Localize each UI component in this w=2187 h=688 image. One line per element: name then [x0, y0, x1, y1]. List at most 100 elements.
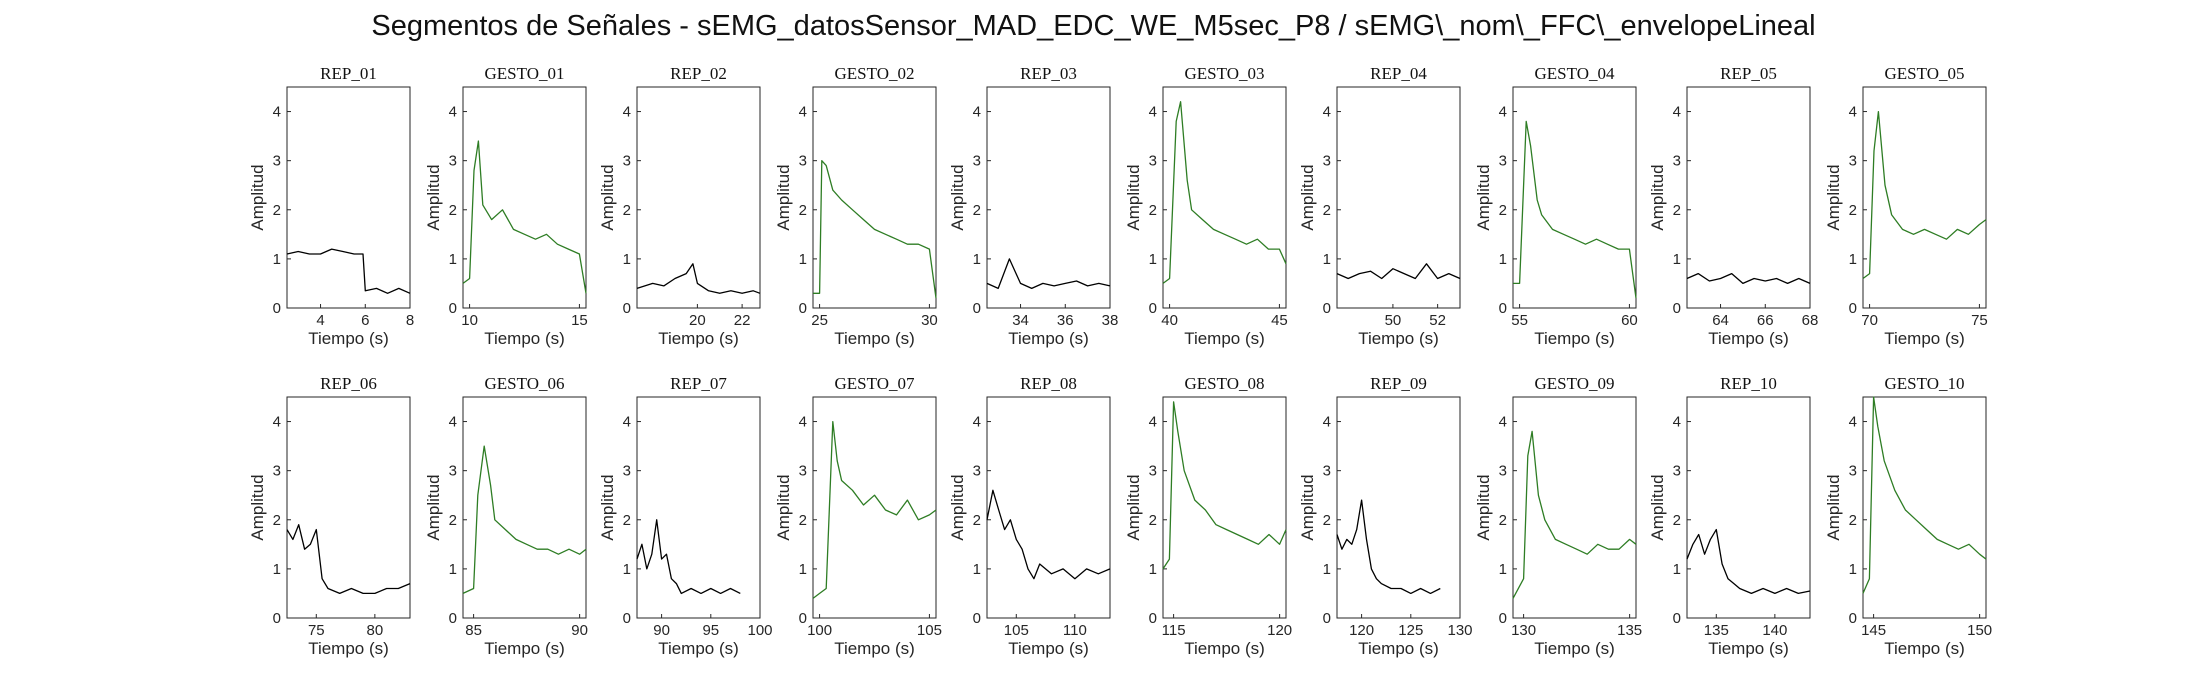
axes-box — [286, 86, 411, 309]
x-tick-label: 105 — [1004, 622, 1029, 639]
x-tick-label: 50 — [1385, 312, 1402, 329]
y-tick-label: 3 — [1849, 153, 1857, 170]
subplot-title: REP_06 — [320, 374, 377, 393]
y-tick-label: 3 — [623, 463, 631, 480]
x-tick-label: 4 — [316, 312, 324, 329]
x-tick-label: 34 — [1012, 312, 1029, 329]
signal-line — [636, 519, 741, 595]
axes-box — [1862, 396, 1987, 619]
subplot-title: GESTO_05 — [1885, 64, 1965, 83]
signal-line — [286, 524, 411, 595]
y-tick-label: 4 — [799, 104, 807, 121]
x-tick-label: 55 — [1511, 312, 1528, 329]
x-axis-label: Tiempo (s) — [1358, 329, 1439, 348]
axes-box — [462, 86, 587, 309]
axes-box — [1512, 396, 1637, 619]
y-tick-label: 2 — [1673, 202, 1681, 219]
subplot-gesto-03: GESTO_03 0 1 2 3 4 40 45 Tiempo (s) Amplitud — [1124, 64, 1288, 348]
y-axis-label: Amplitud — [1648, 474, 1667, 540]
y-tick-label: 3 — [1673, 463, 1681, 480]
axes-box — [986, 396, 1111, 619]
y-axis-label: Amplitud — [1824, 474, 1843, 540]
y-tick-label: 1 — [1499, 251, 1507, 268]
y-tick-label: 1 — [1149, 561, 1157, 578]
y-tick-label: 0 — [1149, 610, 1157, 627]
y-tick-label: 3 — [273, 153, 281, 170]
y-tick-label: 3 — [1323, 153, 1331, 170]
subplot-title: REP_02 — [670, 64, 727, 83]
y-tick-label: 0 — [449, 610, 457, 627]
y-tick-label: 0 — [1673, 300, 1681, 317]
y-axis-label: Amplitud — [1474, 474, 1493, 540]
y-tick-label: 0 — [449, 300, 457, 317]
y-tick-label: 2 — [973, 512, 981, 529]
y-axis-label: Amplitud — [948, 164, 967, 230]
x-axis-label: Tiempo (s) — [1008, 329, 1089, 348]
subplot-gesto-02: GESTO_02 0 1 2 3 4 25 30 Tiempo (s) Amplitud — [774, 64, 938, 348]
x-tick-label: 64 — [1712, 312, 1729, 329]
y-tick-label: 4 — [1323, 414, 1331, 431]
y-tick-label: 4 — [623, 414, 631, 431]
subplot-title: GESTO_02 — [835, 64, 915, 83]
y-tick-label: 3 — [799, 463, 807, 480]
signal-line — [1862, 396, 1987, 594]
signal-line — [462, 140, 587, 294]
y-tick-label: 4 — [1673, 414, 1681, 431]
axes-box — [1686, 86, 1811, 309]
signal-line — [462, 445, 587, 594]
signal-line — [636, 263, 761, 294]
x-tick-label: 40 — [1161, 312, 1178, 329]
y-tick-label: 3 — [1323, 463, 1331, 480]
y-tick-label: 1 — [799, 561, 807, 578]
x-tick-label: 10 — [461, 312, 478, 329]
signal-line — [1513, 120, 1637, 299]
signal-line — [1686, 272, 1811, 285]
y-axis-label: Amplitud — [248, 164, 267, 230]
x-axis-label: Tiempo (s) — [1184, 329, 1265, 348]
y-tick-label: 4 — [973, 104, 981, 121]
x-axis-label: Tiempo (s) — [484, 639, 565, 658]
y-axis-label: Amplitud — [1124, 164, 1143, 230]
y-tick-label: 0 — [623, 300, 631, 317]
subplot-rep-05: REP_05 0 1 2 3 4 64 66 68 Tiempo (s) Amplitud — [1648, 64, 1818, 348]
signal-line — [1512, 430, 1637, 599]
y-tick-label: 1 — [449, 251, 457, 268]
y-tick-label: 2 — [623, 202, 631, 219]
y-tick-label: 3 — [973, 463, 981, 480]
y-tick-label: 2 — [1323, 202, 1331, 219]
y-tick-label: 2 — [1149, 512, 1157, 529]
subplot-gesto-06: GESTO_06 0 1 2 3 4 85 90 Tiempo (s) Amplitud — [424, 374, 588, 658]
y-tick-label: 2 — [1499, 202, 1507, 219]
y-tick-label: 0 — [273, 300, 281, 317]
y-axis-label: Amplitud — [774, 164, 793, 230]
subplot-title: REP_09 — [1370, 374, 1427, 393]
x-axis-label: Tiempo (s) — [1534, 329, 1615, 348]
x-axis-label: Tiempo (s) — [308, 329, 389, 348]
x-tick-label: 30 — [921, 312, 938, 329]
subplot-rep-01: REP_01 0 1 2 3 4 4 6 8 Tiempo (s) Amplitud — [248, 64, 414, 348]
subplot-title: GESTO_01 — [485, 64, 565, 83]
y-axis-label: Amplitud — [1124, 474, 1143, 540]
axes-box — [812, 396, 937, 619]
x-tick-label: 150 — [1967, 622, 1992, 639]
y-tick-label: 0 — [1323, 300, 1331, 317]
y-tick-label: 4 — [1149, 104, 1157, 121]
x-tick-label: 125 — [1398, 622, 1423, 639]
x-tick-label: 140 — [1762, 622, 1787, 639]
x-axis-label: Tiempo (s) — [308, 639, 389, 658]
y-tick-label: 1 — [1149, 251, 1157, 268]
y-tick-label: 4 — [273, 414, 281, 431]
y-axis-label: Amplitud — [424, 164, 443, 230]
x-tick-label: 75 — [308, 622, 325, 639]
y-tick-label: 4 — [1849, 104, 1857, 121]
signal-line — [1862, 110, 1987, 280]
y-tick-label: 3 — [623, 153, 631, 170]
signal-line — [986, 258, 1111, 290]
x-tick-label: 70 — [1861, 312, 1878, 329]
y-tick-label: 0 — [799, 300, 807, 317]
axes-box — [1336, 396, 1461, 619]
